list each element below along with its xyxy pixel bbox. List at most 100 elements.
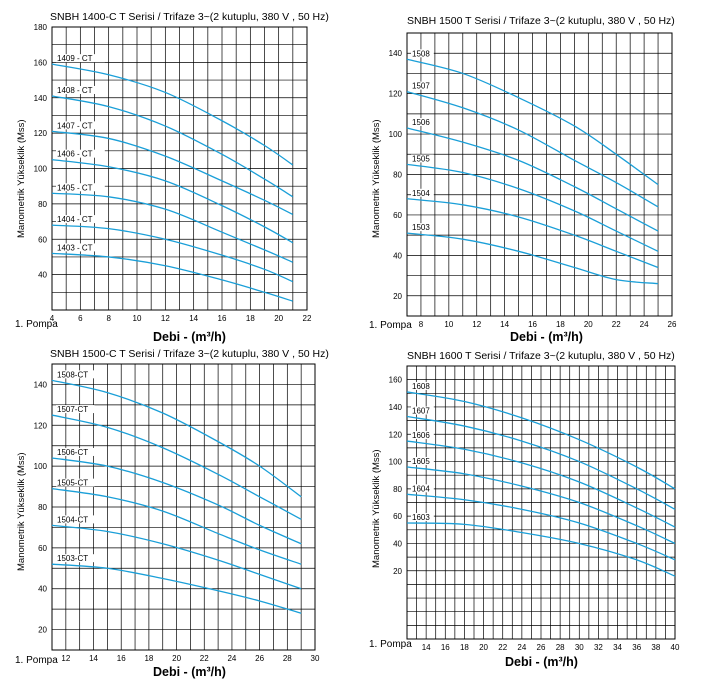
series-label: 1503 bbox=[412, 223, 430, 232]
x-tick-label: 18 bbox=[556, 320, 565, 329]
x-tick-label: 40 bbox=[671, 643, 680, 652]
y-tick-label: 100 bbox=[389, 458, 403, 467]
plot-frame bbox=[406, 365, 676, 640]
x-tick-label: 20 bbox=[274, 314, 283, 323]
x-tick-label: 16 bbox=[218, 314, 227, 323]
y-tick-label: 60 bbox=[38, 235, 47, 244]
series-line bbox=[406, 90, 659, 208]
series-label-bg bbox=[411, 81, 434, 90]
y-tick-label: 140 bbox=[389, 403, 403, 412]
y-tick-label: 120 bbox=[34, 129, 48, 138]
y-tick-label: 40 bbox=[393, 539, 402, 548]
series-line bbox=[406, 127, 659, 232]
series-label-bg bbox=[56, 370, 95, 379]
series-label-bg bbox=[411, 223, 434, 232]
series-label-bg bbox=[56, 183, 105, 192]
series-line bbox=[406, 466, 676, 545]
x-tick-label: 26 bbox=[537, 643, 546, 652]
y-tick-label: 140 bbox=[34, 94, 48, 103]
series-line bbox=[51, 130, 294, 216]
series-line bbox=[51, 63, 294, 166]
chart-title: SNBH 1400-C T Serisi / Trifaze 3~(2 kutu… bbox=[50, 11, 329, 23]
y-tick-label: 40 bbox=[38, 271, 47, 280]
series-label-bg bbox=[56, 447, 95, 456]
x-axis-label: Debi - (m³/h) bbox=[505, 655, 578, 669]
x-tick-label: 6 bbox=[78, 314, 83, 323]
x-tick-label: 22 bbox=[612, 320, 621, 329]
series-label: 1405 - CT bbox=[57, 183, 93, 192]
series-label-bg bbox=[56, 515, 95, 524]
series-label-bg bbox=[411, 381, 434, 390]
series-line bbox=[406, 163, 659, 252]
x-tick-label: 30 bbox=[575, 643, 584, 652]
x-tick-label: 38 bbox=[651, 643, 660, 652]
y-tick-label: 60 bbox=[38, 544, 47, 553]
x-tick-label: 30 bbox=[311, 654, 320, 663]
pump-label: 1. Pompa bbox=[15, 655, 58, 666]
x-tick-label: 8 bbox=[106, 314, 111, 323]
x-tick-label: 18 bbox=[144, 654, 153, 663]
x-tick-label: 20 bbox=[172, 654, 181, 663]
series-line bbox=[406, 415, 676, 510]
y-tick-label: 160 bbox=[389, 376, 403, 385]
series-label-bg bbox=[411, 154, 434, 163]
series-label-bg bbox=[56, 215, 105, 224]
series-label: 1607 bbox=[412, 407, 430, 416]
y-tick-label: 160 bbox=[34, 58, 48, 67]
y-axis-label: Manometrik Yükseklik (Mss) bbox=[371, 119, 382, 238]
series-label: 1508-CT bbox=[57, 370, 88, 379]
series-label-bg bbox=[411, 188, 434, 197]
series-label-bg bbox=[56, 149, 105, 158]
series-label-bg bbox=[411, 484, 434, 493]
chart-title: SNBH 1600 T Serisi / Trifaze 3~(2 kutupl… bbox=[407, 350, 675, 362]
x-tick-label: 10 bbox=[444, 320, 453, 329]
y-tick-label: 80 bbox=[38, 200, 47, 209]
pump-label: 1. Pompa bbox=[15, 319, 58, 330]
x-tick-label: 20 bbox=[479, 643, 488, 652]
series-label: 1403 - CT bbox=[57, 243, 93, 252]
pump-label: 1. Pompa bbox=[369, 639, 412, 650]
y-tick-label: 40 bbox=[393, 251, 402, 260]
series-label: 1505-CT bbox=[57, 479, 88, 488]
series-label: 1408 - CT bbox=[57, 86, 93, 95]
y-axis-label: Manometrik Yükseklik (Mss) bbox=[371, 449, 382, 568]
series-line bbox=[406, 58, 659, 186]
y-tick-label: 40 bbox=[38, 585, 47, 594]
series-line bbox=[51, 524, 302, 590]
x-tick-label: 32 bbox=[594, 643, 603, 652]
series-line bbox=[51, 192, 294, 263]
x-tick-label: 18 bbox=[460, 643, 469, 652]
series-label-bg bbox=[411, 457, 434, 466]
series-label-bg bbox=[411, 118, 434, 127]
series-line bbox=[406, 440, 676, 528]
y-tick-label: 20 bbox=[393, 567, 402, 576]
series-label: 1506 bbox=[412, 118, 430, 127]
y-tick-label: 100 bbox=[389, 130, 403, 139]
y-tick-label: 20 bbox=[393, 292, 402, 301]
series-label: 1506-CT bbox=[57, 448, 88, 457]
y-tick-label: 120 bbox=[34, 421, 48, 430]
x-tick-label: 28 bbox=[283, 654, 292, 663]
series-label-bg bbox=[56, 54, 105, 63]
series-label-bg bbox=[411, 431, 434, 440]
series-label-bg bbox=[411, 49, 434, 58]
plot-frame bbox=[51, 26, 308, 311]
series-line bbox=[51, 224, 294, 283]
y-tick-label: 80 bbox=[38, 503, 47, 512]
series-label: 1507 bbox=[412, 82, 430, 91]
series-label-bg bbox=[56, 121, 105, 130]
series-line bbox=[51, 379, 302, 498]
series-label-bg bbox=[56, 85, 105, 94]
series-line bbox=[51, 457, 302, 545]
plot-frame bbox=[51, 363, 316, 651]
x-tick-label: 26 bbox=[668, 320, 677, 329]
series-label-bg bbox=[56, 405, 95, 414]
series-label: 1503-CT bbox=[57, 554, 88, 563]
x-tick-label: 14 bbox=[422, 643, 431, 652]
x-tick-label: 4 bbox=[50, 314, 55, 323]
y-axis-label: Manometrik Yükseklik (Mss) bbox=[16, 452, 27, 571]
x-tick-label: 18 bbox=[246, 314, 255, 323]
x-tick-label: 22 bbox=[200, 654, 209, 663]
series-label: 1507-CT bbox=[57, 405, 88, 414]
x-tick-label: 20 bbox=[584, 320, 593, 329]
